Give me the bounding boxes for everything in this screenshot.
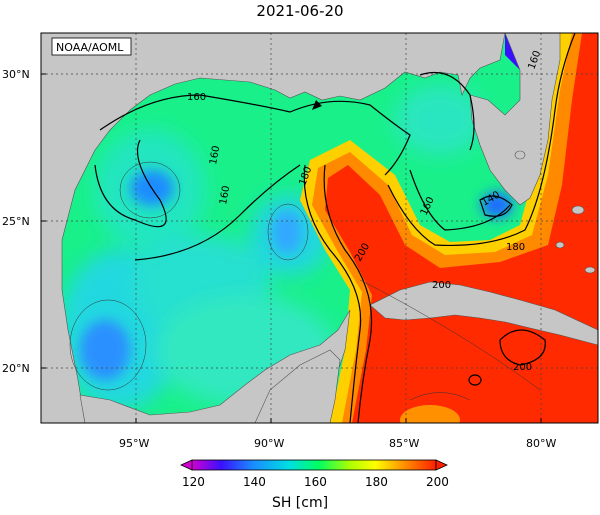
map-title: 2021-06-20	[256, 2, 344, 20]
credit-box	[51, 37, 132, 56]
lat-label: 25°N	[2, 215, 30, 228]
axis-ticks	[41, 73, 542, 423]
colorbar: 120 140 160 180 200	[180, 459, 449, 489]
lon-label: 90°W	[254, 437, 284, 450]
contour-label: 200	[513, 362, 532, 373]
contour-label: 160	[187, 92, 206, 103]
colorbar-gradient	[191, 459, 437, 471]
colorbar-tick: 200	[426, 475, 449, 489]
lat-label: 30°N	[2, 68, 30, 81]
contour-label: 160	[218, 185, 232, 206]
colorbar-high-arrow-icon	[435, 459, 448, 471]
colorbar-tick: 180	[365, 475, 388, 489]
contour-label: 160	[208, 145, 222, 166]
colorbar-label: SH [cm]	[271, 495, 329, 511]
colorbar-tick: 120	[182, 475, 205, 489]
lon-label: 80°W	[526, 437, 556, 450]
loop-current-arrow-icon	[312, 100, 322, 110]
lat-label: 20°N	[2, 362, 30, 375]
contour-label: 200	[432, 280, 451, 291]
credit-label: NOAA/AOML	[56, 41, 124, 54]
minor-contours	[69, 161, 541, 401]
contour-lines	[94, 33, 576, 423]
lon-label: 95°W	[119, 437, 149, 450]
colorbar-tick: 140	[243, 475, 266, 489]
lon-label: 85°W	[389, 437, 419, 450]
graticule	[41, 33, 598, 423]
colorbar-tick: 160	[304, 475, 327, 489]
colorbar-low-arrow-icon	[180, 459, 193, 471]
contour-label: 180	[506, 242, 525, 253]
map-frame	[40, 32, 599, 424]
axis-labels: 30°N 25°N 20°N 95°W 90°W 85°W 80°W	[2, 68, 556, 450]
